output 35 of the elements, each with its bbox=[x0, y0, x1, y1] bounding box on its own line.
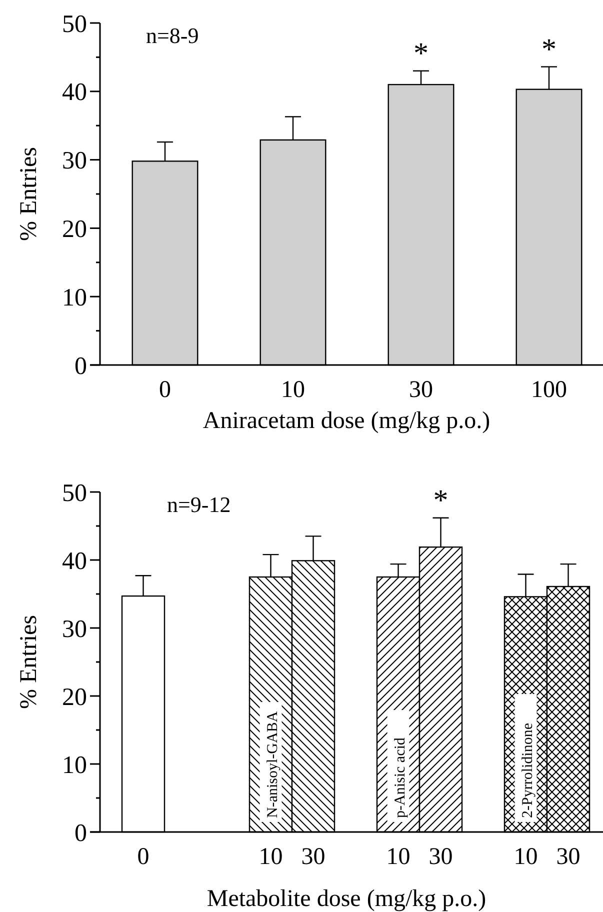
x-tick-label: 0 bbox=[159, 377, 171, 403]
x-tick-label: 0 bbox=[137, 844, 150, 870]
annotation: n=9-12 bbox=[167, 492, 231, 517]
annotation: * bbox=[433, 484, 448, 517]
y-axis-title: % Entries bbox=[16, 147, 42, 241]
y-tick-label: 20 bbox=[62, 216, 87, 243]
y-tick-label: 50 bbox=[62, 480, 87, 507]
x-tick-label: 100 bbox=[531, 377, 567, 403]
y-tick-label: 0 bbox=[74, 352, 87, 380]
x-tick-label: 30 bbox=[428, 844, 453, 870]
x-tick-label: 10 bbox=[514, 844, 538, 870]
y-tick-label: 10 bbox=[62, 284, 87, 312]
y-tick-label: 50 bbox=[62, 10, 87, 38]
y-tick-label: 20 bbox=[62, 684, 87, 711]
annotation: n=8-9 bbox=[146, 23, 199, 48]
y-tick-label: 0 bbox=[74, 820, 87, 847]
series-label: N-anisoyl-GABA bbox=[264, 711, 281, 818]
x-tick-label: 30 bbox=[409, 377, 433, 403]
y-tick-label: 30 bbox=[62, 616, 87, 643]
series-label: p-Anisic acid bbox=[392, 737, 408, 818]
x-tick-label: 30 bbox=[556, 844, 580, 870]
x-tick-label: 10 bbox=[281, 377, 305, 403]
annotation: * bbox=[414, 36, 428, 70]
annotation: * bbox=[542, 32, 556, 66]
y-tick-label: 10 bbox=[62, 752, 87, 779]
x-tick-label: 30 bbox=[301, 844, 326, 870]
y-axis-title: % Entries bbox=[16, 615, 42, 709]
x-tick-label: 10 bbox=[258, 844, 283, 870]
x-axis-title: Metabolite dose (mg/kg p.o.) bbox=[206, 886, 486, 912]
series-label: 2-Pyrrolidinone bbox=[520, 722, 536, 818]
y-tick-label: 30 bbox=[62, 148, 87, 175]
y-tick-label: 40 bbox=[62, 79, 87, 106]
x-axis-title: Aniracetam dose (mg/kg p.o.) bbox=[202, 408, 490, 434]
x-tick-label: 10 bbox=[386, 844, 410, 870]
y-tick-label: 40 bbox=[62, 548, 87, 575]
